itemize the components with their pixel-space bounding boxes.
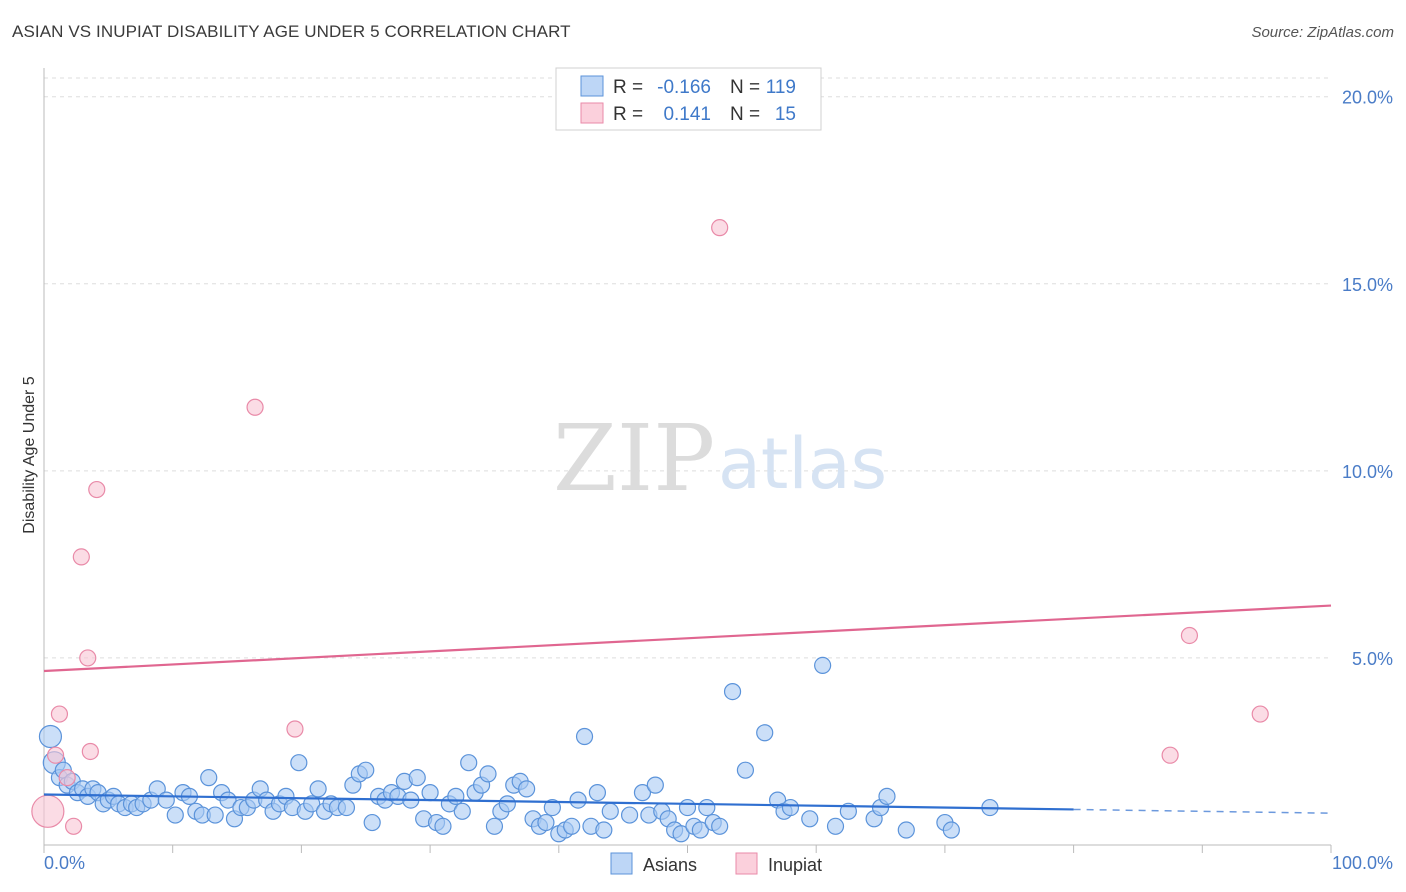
source-label: Source: ZipAtlas.com xyxy=(1251,24,1394,41)
asians-point-67 xyxy=(460,754,478,772)
asians-point-97 xyxy=(672,825,690,843)
inupiat-point-10 xyxy=(286,720,304,738)
legend-box: R = -0.166 N = 119 R = 0.141 N = 15 xyxy=(555,67,822,131)
asians-point-111 xyxy=(814,656,832,675)
inupiat-point-0 xyxy=(31,794,65,828)
asians-point-44 xyxy=(309,780,327,798)
inupiat-point-1 xyxy=(46,746,65,764)
asians-point-43 xyxy=(303,795,321,813)
legend-r-label-inupiat: R = xyxy=(613,104,643,125)
y-tick-label-15: 15.0% xyxy=(1342,275,1393,295)
legend-swatch-asians xyxy=(580,75,604,97)
asians-point-105 xyxy=(736,761,755,779)
asians-point-116 xyxy=(878,787,896,805)
inupiat-point-14 xyxy=(1251,705,1269,723)
trendline-asians-extension xyxy=(1073,808,1332,814)
inupiat-point-9 xyxy=(246,398,264,416)
y-tick-label-5: 5.0% xyxy=(1352,649,1393,669)
asians-point-109 xyxy=(781,798,800,817)
asians-point-71 xyxy=(485,817,504,835)
asians-point-27 xyxy=(200,769,218,787)
asians-point-21 xyxy=(157,791,175,809)
watermark-atlas: atlas xyxy=(718,423,887,505)
asians-point-59 xyxy=(408,769,426,787)
asians-point-52 xyxy=(363,813,381,832)
asians-point-79 xyxy=(537,813,555,832)
bottom-legend-label-inupiat: Inupiat xyxy=(768,855,822,875)
bottom-legend: Asians Inupiat xyxy=(610,852,822,875)
bottom-legend-swatch-inupiat xyxy=(735,852,758,875)
legend-n-label-asians: N = xyxy=(730,77,760,98)
asians-point-73 xyxy=(498,795,516,813)
asians-point-117 xyxy=(897,821,915,839)
asians-point-93 xyxy=(646,776,664,794)
legend-swatch-inupiat xyxy=(580,102,604,124)
asians-point-85 xyxy=(575,727,594,746)
asians-point-70 xyxy=(479,765,497,783)
asians-point-51 xyxy=(357,761,375,779)
asians-point-104 xyxy=(723,682,742,701)
legend-n-label-inupiat: N = xyxy=(730,104,760,125)
x-tick-label-max: 100.0% xyxy=(1332,853,1393,873)
y-tick-label-10: 10.0% xyxy=(1342,462,1393,482)
asians-point-66 xyxy=(453,802,471,820)
legend-r-value-inupiat: 0.141 xyxy=(663,104,711,125)
chart-title: ASIAN VS INUPIAT DISABILITY AGE UNDER 5 … xyxy=(12,22,571,41)
asians-point-48 xyxy=(337,798,356,817)
inupiat-point-13 xyxy=(1180,626,1199,645)
asians-point-76 xyxy=(518,780,536,798)
asians-point-65 xyxy=(447,787,465,805)
asians-point-88 xyxy=(595,821,613,839)
asians-point-41 xyxy=(290,754,308,772)
x-tick-label-min: 0.0% xyxy=(44,853,85,873)
asians-point-103 xyxy=(711,817,729,835)
asians-point-84 xyxy=(569,791,587,809)
asians-point-90 xyxy=(620,806,639,824)
asians-point-106 xyxy=(756,724,774,742)
asians-point-83 xyxy=(563,817,581,835)
inupiat-point-12 xyxy=(1161,746,1179,764)
asians-point-91 xyxy=(633,784,652,802)
asians-point-61 xyxy=(421,784,439,802)
legend-r-value-asians: -0.166 xyxy=(657,77,711,98)
y-tick-label-20: 20.0% xyxy=(1342,88,1393,108)
legend-r-label-asians: R = xyxy=(613,77,643,98)
asians-point-80 xyxy=(543,798,561,817)
legend-n-value-asians: 119 xyxy=(766,77,796,98)
asians-point-98 xyxy=(678,798,697,817)
asians-point-89 xyxy=(601,802,619,820)
asians-point-101 xyxy=(698,798,716,817)
inupiat-point-5 xyxy=(72,548,90,566)
series-asians-points xyxy=(38,656,999,843)
x-axis-ticks xyxy=(43,845,1332,853)
trendline-asians xyxy=(43,793,1074,811)
gridlines xyxy=(44,77,1331,659)
watermark-zip: ZIP xyxy=(553,405,715,512)
asians-point-0 xyxy=(38,724,63,749)
legend-n-value-inupiat: 15 xyxy=(775,104,796,125)
asians-point-28 xyxy=(206,806,224,824)
bottom-legend-label-asians: Asians xyxy=(643,855,697,875)
bottom-legend-swatch-asians xyxy=(610,852,633,875)
asians-point-22 xyxy=(166,806,184,824)
inupiat-point-6 xyxy=(79,649,97,667)
asians-point-63 xyxy=(434,817,452,835)
series-inupiat-points xyxy=(31,219,1269,835)
asians-point-100 xyxy=(691,821,709,839)
asians-point-119 xyxy=(942,821,960,839)
inupiat-point-7 xyxy=(81,742,99,761)
asians-point-110 xyxy=(801,810,819,828)
trendline-inupiat xyxy=(43,604,1332,673)
inupiat-point-3 xyxy=(58,769,76,787)
y-axis-title: Disability Age Under 5 xyxy=(21,376,38,534)
inupiat-point-11 xyxy=(711,219,729,237)
asians-point-112 xyxy=(826,817,845,835)
inupiat-point-2 xyxy=(50,705,69,723)
inupiat-point-8 xyxy=(88,480,106,499)
asians-point-87 xyxy=(588,784,607,802)
inupiat-point-4 xyxy=(65,817,83,835)
